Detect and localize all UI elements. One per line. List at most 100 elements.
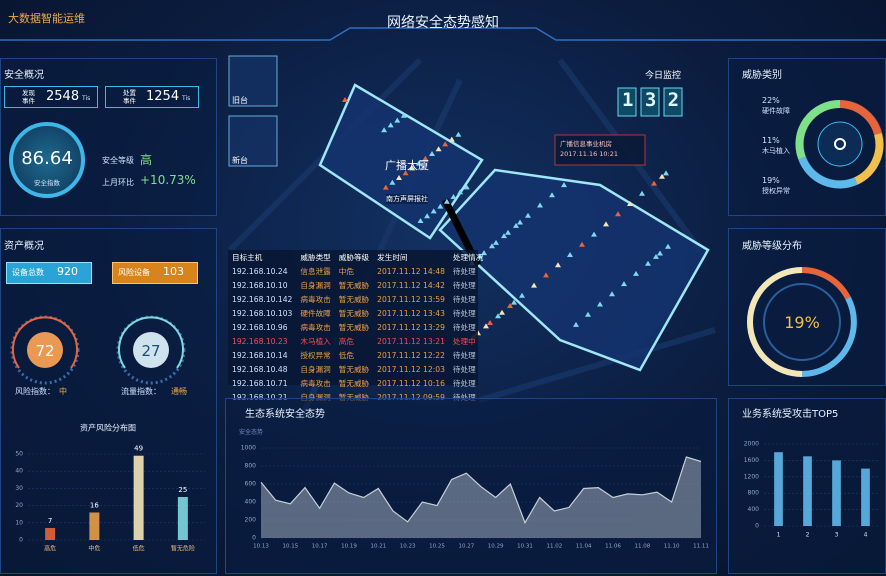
map-marker	[663, 170, 669, 176]
map-marker	[394, 117, 401, 123]
y-tick-label: 20	[15, 502, 23, 509]
cell: 病毒攻击	[300, 294, 331, 304]
map-marker	[549, 192, 555, 198]
map-marker	[555, 262, 561, 268]
map-marker	[387, 122, 394, 128]
map-marker	[342, 97, 348, 102]
cell: 192.168.10.23	[232, 336, 288, 346]
map-marker	[448, 136, 455, 142]
cell: 待处理	[452, 364, 476, 374]
map-marker	[645, 260, 651, 266]
map-marker	[477, 253, 483, 259]
map-marker	[389, 179, 396, 185]
map-marker	[455, 131, 462, 137]
map-marker	[591, 231, 597, 237]
cell: 暂无威胁	[338, 364, 370, 374]
card-label: 发现事件	[22, 89, 35, 105]
map-tab[interactable]: 新台	[232, 156, 248, 165]
gauge-arc	[12, 316, 78, 369]
y-tick-label: 400	[245, 499, 257, 506]
score-label: 安全指数	[34, 179, 60, 187]
ecology-panel	[225, 398, 717, 574]
x-tick-label: 1	[777, 532, 781, 539]
cell: 192.168.10.10	[232, 280, 288, 290]
threat-name: 硬件故障	[762, 107, 790, 115]
x-tick-label: 10.21	[370, 544, 386, 550]
cell: 低危	[338, 350, 354, 360]
x-tick-label: 10.17	[312, 544, 328, 550]
gauge-label: 风险指数：	[15, 387, 55, 396]
map-marker	[481, 250, 487, 256]
level: 高	[140, 153, 153, 167]
table-row: 192.168.10.96 病毒攻击 暂无威胁 2017.11.12 13:29 待处理	[228, 320, 487, 334]
map-marker	[543, 272, 549, 278]
map-marker	[483, 323, 489, 329]
map-marker	[537, 202, 543, 208]
threat-pct: 19%	[762, 176, 780, 185]
map-marker	[513, 222, 519, 228]
threat-pct: 22%	[762, 96, 780, 105]
header-cell: 处理情况	[452, 252, 484, 262]
gauge-level: 通畅	[171, 387, 187, 396]
x-tick-label: 低危	[133, 545, 145, 553]
gauge-level: 中	[59, 387, 67, 396]
map-marker	[463, 184, 470, 190]
map-marker	[450, 194, 457, 199]
y-tick-label: 800	[748, 490, 760, 497]
y-tick-label: 400	[748, 506, 760, 513]
map-marker	[653, 253, 659, 259]
cell: 高危	[338, 336, 354, 346]
level-ring	[747, 267, 857, 377]
level-center: 19%	[784, 313, 820, 332]
cell: 授权异常	[300, 350, 331, 360]
chart-title: 业务系统受攻击TOP5	[742, 407, 838, 420]
x-tick-label: 10.15	[282, 544, 298, 550]
map-marker	[579, 241, 585, 247]
cell: 2017.11.12 12:03	[377, 364, 445, 374]
cell: 木马植入	[300, 336, 331, 346]
panel-title: 威胁等级分布	[742, 241, 802, 252]
cell: 自身漏洞	[300, 392, 331, 402]
threat-name: 木马植入	[762, 147, 790, 155]
building-label: 南方声屏报社	[386, 194, 428, 204]
header-cell: 发生时间	[377, 252, 408, 262]
map-marker	[657, 250, 663, 256]
x-tick-label: 11.10	[664, 544, 680, 550]
header-cell: 威胁类型	[300, 252, 331, 262]
cell: 暂无威胁	[338, 294, 370, 304]
map-marker	[437, 203, 444, 209]
monitor-label: 今日监控	[645, 71, 682, 81]
cell: 病毒攻击	[300, 322, 331, 332]
table-row: 192.168.10.103 硬件故障 暂无威胁 2017.11.12 13:43 待处…	[228, 306, 487, 320]
map-tab[interactable]: 旧台	[232, 96, 248, 105]
brand: 大数据智能运维	[8, 12, 85, 25]
map-marker	[639, 190, 645, 196]
cell: 2017.11.12 14:48	[377, 266, 445, 276]
cell: 暂无威胁	[338, 392, 370, 402]
cell: 待处理	[452, 322, 476, 332]
gauge-core	[133, 332, 169, 368]
bar	[861, 468, 870, 526]
line	[260, 456, 702, 525]
y-tick-label: 800	[245, 463, 257, 470]
map-marker	[567, 252, 573, 257]
map-marker	[531, 282, 537, 288]
table-row: 192.168.10.71 病毒攻击 暂无威胁 2017.11.12 10:16 待处理	[228, 376, 487, 390]
panel-title: 安全概况	[4, 70, 44, 81]
cell: 192.168.10.21	[232, 392, 288, 402]
change-label: 上月环比	[102, 178, 134, 187]
card-value: 2548	[46, 89, 80, 104]
map-marker	[493, 239, 499, 245]
map-marker	[585, 311, 591, 317]
gauge-arc	[118, 316, 184, 369]
gauge-value: 27	[141, 342, 160, 360]
map-marker	[382, 184, 389, 190]
cell: 暂无威胁	[338, 280, 370, 290]
threat-pct: 11%	[762, 136, 780, 145]
map-marker	[443, 198, 450, 204]
map-marker	[517, 219, 523, 225]
gauge-label: 流量指数：	[121, 387, 161, 396]
map-marker	[525, 212, 531, 218]
map-marker	[424, 213, 431, 219]
